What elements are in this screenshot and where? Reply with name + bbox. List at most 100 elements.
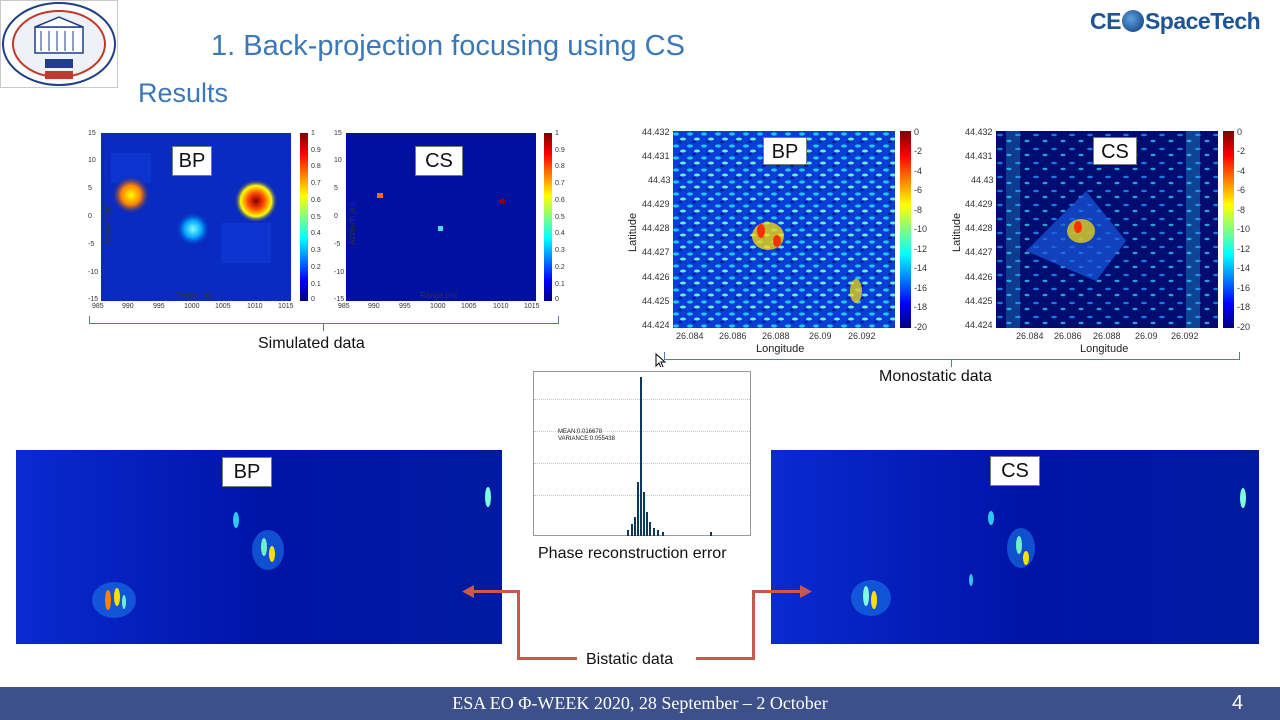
simulated-cs-plot	[346, 133, 536, 301]
monostatic-cs-x-label: Longitude	[1080, 343, 1129, 355]
histogram-mean: MEAN:0.016678	[558, 429, 603, 435]
colorbar-tick: 0.5	[311, 214, 321, 221]
y-tick: 0	[88, 213, 92, 220]
monostatic-caption: Monostatic data	[879, 368, 992, 385]
colorbar-tick: 0.2	[555, 264, 565, 271]
bistatic-cs-label: CS	[990, 456, 1040, 486]
monostatic-cs-y-ticks: 44.432 44.431 44.43 44.429 44.428 44.427…	[965, 127, 995, 332]
histogram-bar	[643, 492, 645, 536]
x-tick: 985	[338, 303, 350, 310]
x-tick: 26.086	[1054, 331, 1082, 341]
colorbar-tick: -4	[914, 166, 923, 176]
y-tick: -5	[334, 241, 341, 248]
y-tick: 44.424	[965, 320, 993, 330]
x-tick: 1005	[215, 303, 231, 310]
x-tick: 26.09	[1135, 331, 1158, 341]
colorbar-tick: 0	[555, 296, 559, 303]
monostatic-cs-y-label: Latitude	[951, 212, 963, 252]
x-tick: 26.09	[809, 331, 832, 341]
simulated-caption: Simulated data	[258, 335, 365, 352]
grid-line	[534, 431, 750, 432]
monostatic-bp-label: BP	[763, 137, 807, 165]
colorbar-tick: -16	[1237, 283, 1251, 293]
y-tick: 44.429	[965, 199, 993, 209]
y-tick: 5	[88, 185, 92, 192]
colorbar-tick: 0.7	[311, 180, 321, 187]
colorbar-tick: 0.8	[311, 163, 321, 170]
x-tick: 990	[368, 303, 380, 310]
colorbar-tick: -2	[1237, 146, 1246, 156]
colorbar-tick: 0.5	[555, 214, 565, 221]
x-tick: 26.088	[1093, 331, 1121, 341]
colorbar-tick: 0.2	[311, 264, 321, 271]
x-tick: 1005	[461, 303, 477, 310]
monostatic-brace-tip	[951, 360, 952, 367]
y-tick: 44.425	[965, 296, 993, 306]
x-tick: 26.092	[848, 331, 876, 341]
y-tick: 44.426	[642, 272, 670, 282]
colorbar-tick: 0.1	[311, 281, 321, 288]
simulated-cs-y-label: Azimuth [m]	[348, 202, 357, 245]
histogram-bar	[631, 524, 633, 536]
brand-logo: CE SpaceTech	[1090, 8, 1261, 35]
histogram-axes: MEAN:0.016678 VARIANCE:0.055438	[533, 371, 751, 536]
colorbar-tick: 0.3	[311, 247, 321, 254]
histogram-bar	[627, 530, 629, 536]
y-tick: -15	[88, 296, 99, 303]
histogram-bar	[710, 532, 712, 536]
bistatic-bp-label: BP	[222, 457, 272, 487]
monostatic-cs-x-ticks: 26.084 26.086 26.088 26.09 26.092	[1016, 331, 1226, 343]
y-tick: 44.43	[971, 175, 994, 185]
colorbar-tick: -10	[1237, 224, 1251, 234]
colorbar-tick: -8	[914, 205, 923, 215]
histogram-bar	[653, 528, 655, 536]
colorbar-tick: -20	[914, 322, 928, 332]
x-tick: 26.084	[1016, 331, 1044, 341]
simulated-bp-y-ticks: 15 10 5 0 -5 -10 -15	[88, 130, 100, 306]
y-tick: -5	[88, 241, 95, 248]
simulated-cs-colorbar	[544, 133, 552, 301]
y-tick: 44.431	[965, 151, 993, 161]
y-tick: 5	[334, 185, 338, 192]
colorbar-tick: -18	[914, 302, 928, 312]
monostatic-cs-colorbar-ticks: 0 -2 -4 -6 -8 -10 -12 -14 -16 -18 -20	[1237, 127, 1257, 332]
y-tick: 0	[334, 213, 338, 220]
y-tick: 44.427	[965, 247, 993, 257]
simulated-cs-x-label: Range [m]	[420, 291, 457, 300]
colorbar-tick: -2	[914, 146, 923, 156]
x-tick: 1010	[247, 303, 263, 310]
colorbar-tick: -16	[914, 283, 928, 293]
y-tick: 44.424	[642, 320, 670, 330]
colorbar-tick: -14	[914, 263, 928, 273]
simulated-cs-label: CS	[415, 146, 463, 176]
page-number: 4	[1232, 692, 1244, 714]
x-tick: 995	[399, 303, 411, 310]
colorbar-tick: 1	[311, 130, 315, 137]
y-tick: 44.428	[642, 223, 670, 233]
grid-line	[534, 495, 750, 496]
monostatic-bp-colorbar-ticks: 0 -2 -4 -6 -8 -10 -12 -14 -16 -18 -20	[914, 127, 934, 332]
monostatic-brace	[664, 352, 1240, 360]
colorbar-tick: -14	[1237, 263, 1251, 273]
y-tick: 44.426	[965, 272, 993, 282]
simulated-bp-y-label: Azimuth [m]	[103, 202, 112, 245]
y-tick: 15	[334, 130, 342, 137]
x-tick: 26.088	[762, 331, 790, 341]
monostatic-bp-y-ticks: 44.432 44.431 44.43 44.429 44.428 44.427…	[642, 127, 672, 332]
colorbar-tick: -10	[914, 224, 928, 234]
histogram-bar	[640, 377, 642, 536]
y-tick: 44.43	[648, 175, 671, 185]
bistatic-caption: Bistatic data	[586, 651, 674, 668]
simulated-bp-x-label: Range [m]	[175, 291, 212, 300]
colorbar-tick: 0	[311, 296, 315, 303]
histogram-bar	[657, 530, 659, 536]
colorbar-tick: -12	[1237, 244, 1251, 254]
y-tick: -10	[334, 269, 345, 276]
colorbar-tick: -6	[1237, 185, 1246, 195]
simulated-bp-colorbar-ticks: 1 0.9 0.8 0.7 0.6 0.5 0.4 0.3 0.2 0.1 0	[311, 130, 325, 306]
footer-text: ESA EO Φ-WEEK 2020, 28 September – 2 Oct…	[452, 693, 828, 713]
colorbar-tick: 0.9	[555, 147, 565, 154]
x-tick: 26.086	[719, 331, 747, 341]
monostatic-bp-x-ticks: 26.084 26.086 26.088 26.09 26.092	[676, 331, 896, 343]
slide-title: 1. Back-projection focusing using CS	[211, 30, 685, 62]
